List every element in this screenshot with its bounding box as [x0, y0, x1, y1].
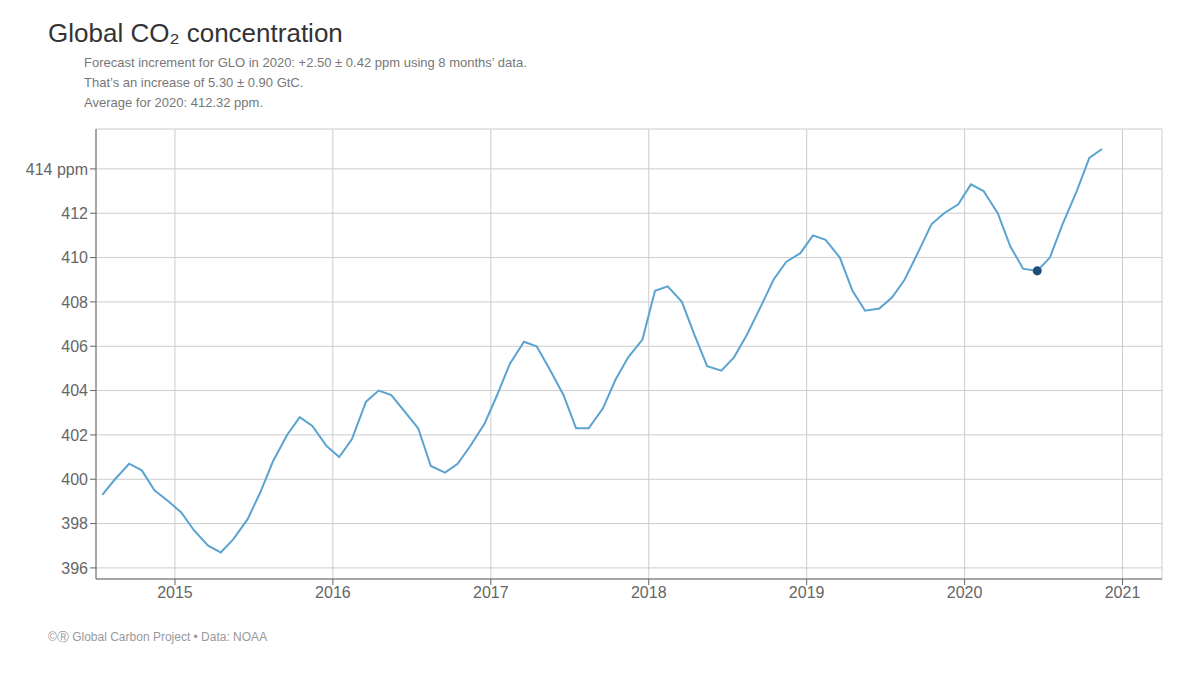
svg-text:2016: 2016	[315, 584, 351, 601]
svg-text:2021: 2021	[1105, 584, 1141, 601]
svg-text:406: 406	[61, 338, 88, 355]
svg-text:2019: 2019	[789, 584, 825, 601]
svg-text:400: 400	[61, 471, 88, 488]
svg-text:410: 410	[61, 249, 88, 266]
svg-text:2020: 2020	[947, 584, 983, 601]
svg-text:404: 404	[61, 382, 88, 399]
svg-text:412: 412	[61, 205, 88, 222]
svg-text:408: 408	[61, 294, 88, 311]
svg-text:414 ppm: 414 ppm	[26, 161, 88, 178]
svg-text:402: 402	[61, 427, 88, 444]
html-text:Forecast increment for GLO in: Forecast increment for GLO in 2020: +2.5…	[84, 55, 527, 70]
svg-text:396: 396	[61, 560, 88, 577]
svg-text:398: 398	[61, 515, 88, 532]
html-text:Average for 2020: 412.32 ppm.: Average for 2020: 412.32 ppm.	[84, 95, 263, 110]
svg-text:2018: 2018	[631, 584, 667, 601]
html-text:Global CO₂ concentration: Global CO₂ concentration	[48, 18, 343, 48]
svg-text:2017: 2017	[473, 584, 509, 601]
html-text:©Ⓡ Global Carbon Project • Dat: ©Ⓡ Global Carbon Project • Data: NOAA	[48, 630, 268, 644]
svg-text:2015: 2015	[157, 584, 193, 601]
html-text:That’s an increase of 5.30 ± 0: That’s an increase of 5.30 ± 0.90 GtC.	[84, 75, 304, 90]
